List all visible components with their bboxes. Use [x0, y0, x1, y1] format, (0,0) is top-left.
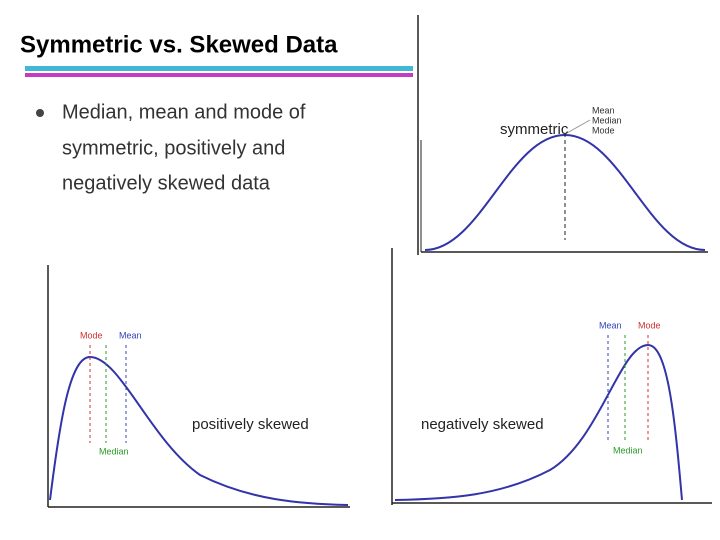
caption: positively skewed — [192, 416, 309, 433]
label: Median — [99, 446, 129, 456]
pointer — [566, 119, 591, 134]
curve — [49, 355, 349, 506]
label: Mean — [592, 105, 615, 115]
label: Mode — [80, 330, 103, 340]
title: Symmetric vs. Skewed Data — [20, 31, 338, 58]
bullet-text: symmetric, positively and — [62, 137, 285, 159]
label: Mode — [638, 320, 661, 330]
bullet-dot — [36, 109, 44, 117]
bullet-text: negatively skewed data — [62, 172, 271, 194]
caption: symmetric — [500, 121, 569, 138]
label: Mean — [119, 330, 142, 340]
title-rule-cyan — [25, 66, 413, 71]
positive-skew-diagram: Mode Mean Median positively skewed — [47, 265, 350, 508]
caption: negatively skewed — [421, 416, 544, 433]
bullet-text: Median, mean and mode of — [62, 101, 306, 123]
curve — [394, 343, 683, 501]
symmetric-diagram: symmetric Mean Median Mode — [420, 105, 708, 253]
label: Median — [613, 445, 643, 455]
label: Mode — [592, 125, 615, 135]
title-rule-magenta — [25, 73, 413, 77]
label: Mean — [599, 320, 622, 330]
label: Median — [592, 115, 622, 125]
negative-skew-diagram: Mean Mode Median negatively skewed — [391, 248, 712, 505]
